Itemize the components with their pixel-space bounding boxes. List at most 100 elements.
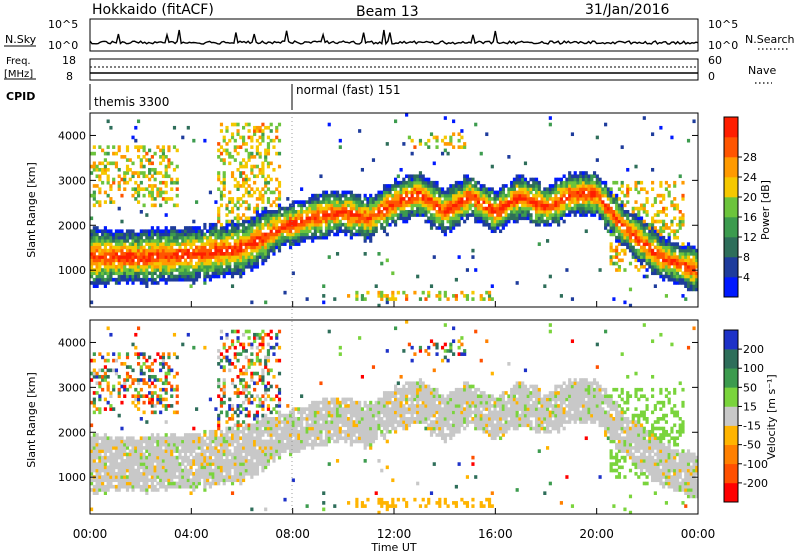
power-cell	[490, 190, 494, 195]
power-cell	[200, 245, 204, 250]
power-cell	[214, 271, 218, 276]
power-cell	[684, 264, 688, 269]
power-cell	[581, 203, 586, 208]
velocity-cell	[114, 462, 119, 466]
power-cell	[487, 226, 492, 230]
power-cell	[228, 155, 232, 159]
velocity-cell	[230, 329, 235, 334]
power-cell	[617, 213, 622, 217]
power-cell	[479, 213, 483, 217]
power-cell	[653, 232, 657, 237]
velocity-cell	[211, 459, 215, 463]
velocity-cell	[183, 475, 188, 479]
power-cell	[253, 132, 257, 137]
power-cell	[286, 210, 290, 214]
velocity-cell	[170, 452, 174, 457]
velocity-cell	[167, 481, 171, 486]
velocity-cell	[136, 362, 141, 366]
power-cell	[612, 210, 616, 214]
power-cell	[294, 213, 298, 217]
power-cell	[476, 200, 481, 204]
velocity-cell	[161, 468, 166, 473]
power-cell	[648, 226, 652, 230]
velocity-cell	[230, 378, 235, 382]
power-cell	[642, 252, 646, 256]
power-cell	[195, 235, 199, 240]
power-cell	[369, 213, 373, 217]
power-cell	[142, 155, 146, 159]
power-cell	[335, 210, 340, 214]
power-cell	[242, 193, 246, 198]
power-cell	[313, 197, 318, 201]
velocity-cell	[125, 478, 130, 483]
power-cell	[675, 235, 680, 240]
power-cell	[214, 200, 218, 204]
velocity-cell	[222, 433, 226, 437]
power-cell	[540, 213, 544, 217]
velocity-cell	[156, 446, 160, 450]
power-cell	[98, 261, 102, 266]
velocity-cell	[142, 410, 146, 415]
power-cell	[628, 187, 633, 191]
velocity-cell	[206, 446, 210, 450]
power-cell	[452, 226, 456, 230]
power-cell	[236, 206, 240, 211]
power-cell	[639, 216, 644, 221]
power-cell	[562, 193, 566, 198]
power-cell	[369, 203, 373, 208]
power-cell	[114, 151, 119, 156]
velocity-cell	[219, 436, 224, 441]
velocity-cell	[131, 394, 135, 398]
power-cell	[161, 232, 166, 237]
power-cell	[286, 229, 290, 234]
velocity-cell	[98, 368, 102, 373]
power-cell	[678, 258, 682, 263]
velocity-cell	[242, 465, 246, 470]
power-cell	[565, 184, 569, 188]
power-cell	[255, 187, 259, 191]
power-cell	[656, 219, 660, 224]
power-cell	[667, 193, 671, 198]
velocity-cell	[95, 391, 99, 395]
power-cell	[341, 190, 345, 195]
power-cell	[507, 200, 511, 204]
power-cell	[266, 213, 271, 217]
power-cell	[283, 290, 287, 295]
velocity-cell	[242, 471, 246, 476]
power-cell	[355, 229, 359, 234]
power-cell	[565, 268, 569, 272]
power-cell	[136, 245, 141, 250]
velocity-cell	[200, 446, 204, 450]
velocity-cell	[145, 436, 149, 441]
power-cell	[454, 294, 458, 298]
power-cell	[449, 216, 453, 221]
power-cell	[642, 235, 646, 240]
power-cell	[242, 261, 246, 266]
velocity-cell	[230, 481, 235, 486]
power-cell	[355, 219, 359, 224]
velocity-cell	[189, 468, 193, 473]
velocity-cell	[103, 478, 107, 483]
power-cell	[637, 226, 641, 230]
power-cell	[117, 245, 121, 250]
power-cell	[117, 232, 121, 237]
power-cell	[219, 193, 224, 198]
velocity-cell	[183, 465, 188, 470]
power-cell	[172, 261, 177, 266]
power-cell	[468, 213, 472, 217]
power-cell	[463, 184, 467, 188]
power-cell	[195, 252, 199, 256]
power-cell	[117, 184, 121, 188]
power-cell	[183, 268, 188, 272]
velocity-cell	[114, 449, 119, 453]
power-cell	[534, 203, 539, 208]
power-cell	[686, 255, 691, 259]
power-cell	[410, 138, 414, 143]
velocity-cell	[192, 484, 196, 489]
power-cell	[681, 277, 685, 282]
power-cell	[631, 222, 635, 227]
power-cell	[95, 261, 99, 266]
power-cell	[167, 261, 171, 266]
power-cell	[460, 145, 464, 149]
power-cell	[427, 219, 431, 224]
